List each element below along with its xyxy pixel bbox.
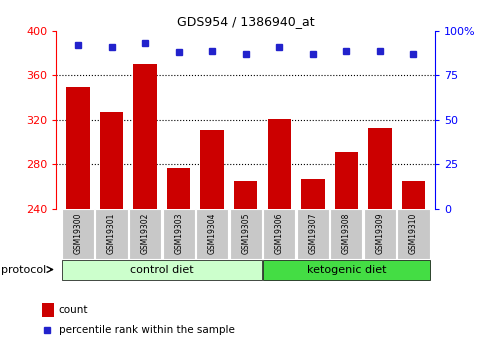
Bar	[41, 304, 54, 317]
Bar	[296, 209, 328, 259]
Text: GSM19307: GSM19307	[307, 212, 317, 254]
Text: GSM19303: GSM19303	[174, 212, 183, 254]
Bar	[229, 209, 261, 259]
Bar	[334, 152, 357, 209]
Text: GSM19310: GSM19310	[408, 212, 417, 254]
Text: protocol: protocol	[1, 265, 46, 275]
Bar	[263, 209, 295, 259]
Text: GSM19300: GSM19300	[73, 212, 82, 254]
Text: GSM19305: GSM19305	[241, 212, 250, 254]
Text: GSM19309: GSM19309	[375, 212, 384, 254]
Bar	[233, 181, 257, 209]
Bar	[200, 130, 224, 209]
Bar	[401, 181, 424, 209]
Bar	[363, 209, 395, 259]
Bar	[133, 65, 157, 209]
Bar	[162, 209, 194, 259]
Bar	[166, 168, 190, 209]
Text: GSM19301: GSM19301	[107, 212, 116, 254]
Text: ketogenic diet: ketogenic diet	[306, 265, 386, 275]
Text: GSM19302: GSM19302	[141, 212, 149, 254]
Bar	[66, 87, 90, 209]
Bar	[95, 209, 127, 259]
Title: GDS954 / 1386940_at: GDS954 / 1386940_at	[177, 16, 314, 29]
Bar	[100, 112, 123, 209]
Bar	[263, 260, 428, 280]
Text: GSM19308: GSM19308	[341, 212, 350, 254]
Bar	[196, 209, 228, 259]
Text: GSM19304: GSM19304	[207, 212, 216, 254]
Bar	[129, 209, 161, 259]
Bar	[396, 209, 428, 259]
Text: count: count	[59, 305, 88, 315]
Text: GSM19306: GSM19306	[274, 212, 283, 254]
Bar	[62, 260, 261, 280]
Bar	[301, 179, 324, 209]
Text: percentile rank within the sample: percentile rank within the sample	[59, 325, 234, 335]
Bar	[62, 209, 94, 259]
Bar	[367, 128, 391, 209]
Bar	[329, 209, 362, 259]
Text: control diet: control diet	[130, 265, 193, 275]
Bar	[267, 119, 290, 209]
